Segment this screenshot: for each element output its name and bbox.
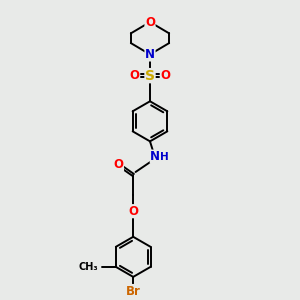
Text: O: O <box>145 16 155 28</box>
Text: H: H <box>160 152 169 162</box>
Text: O: O <box>130 69 140 82</box>
Text: Br: Br <box>126 284 141 298</box>
Text: O: O <box>160 69 170 82</box>
Text: O: O <box>128 205 138 218</box>
Text: CH₃: CH₃ <box>79 262 98 272</box>
Text: S: S <box>145 69 155 82</box>
Text: O: O <box>113 158 124 171</box>
Text: N: N <box>150 150 160 163</box>
Text: N: N <box>145 48 155 61</box>
